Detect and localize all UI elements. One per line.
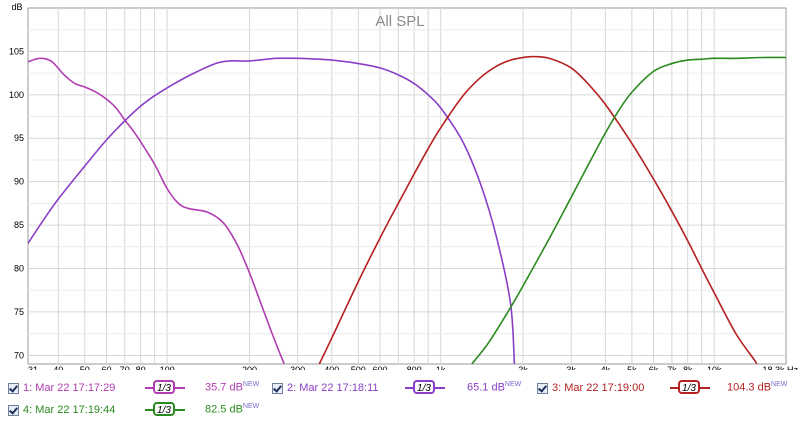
x-tick-label: 200 [242,365,257,370]
x-tick-label: 4k [601,365,611,370]
x-tick-label: 80 [136,365,146,370]
series-4-label: 4: Mar 22 17:19:44 [23,404,116,416]
series-1-value: 35.7 dBNEW [205,381,260,394]
x-tick-label: 400 [324,365,339,370]
series-1-checkbox[interactable] [8,382,19,394]
series-1-line [28,57,285,364]
x-tick-label: 1k [436,365,446,370]
series-4-smoothing-label: 1/3 [153,402,175,416]
legend-item-1[interactable]: 1: Mar 22 17:17:29 [8,378,115,398]
series-2-line [28,57,516,364]
series-3-smoothing-label: 1/3 [678,380,700,394]
y-tick-label: 85 [14,220,24,230]
x-tick-label: 300 [290,365,305,370]
series-2-label: 2: Mar 22 17:18:11 [287,382,379,394]
x-tick-label: 800 [407,365,422,370]
x-tick-label: 3k [566,365,576,370]
series-3-label: 3: Mar 22 17:19:00 [552,382,645,394]
series-2-smoothing-label: 1/3 [413,380,435,394]
legend-item-3[interactable]: 3: Mar 22 17:19:00 [537,378,644,398]
x-tick-label: 70 [120,365,130,370]
series-3-smoothing-button[interactable]: 1/3 [670,379,710,395]
legend-item-2[interactable]: 2: Mar 22 17:18:11 [272,378,379,398]
legend-panel: 1: Mar 22 17:17:29 1/3 35.7 dBNEW 2: Mar… [0,378,800,424]
x-tick-label: 40 [53,365,63,370]
x-tick-label: 2k [518,365,528,370]
series-1-label: 1: Mar 22 17:17:29 [23,382,116,394]
y-tick-label: 105 [9,46,24,56]
series-3-value: 104.3 dBNEW [727,381,788,394]
y-tick-label: 80 [14,263,24,273]
y-axis-label: dB [11,2,22,12]
x-tick-label: 60 [101,365,111,370]
series-2-smoothing-button[interactable]: 1/3 [405,379,445,395]
x-tick-label: 7k [667,365,677,370]
x-tick-label: 500 [351,365,366,370]
series-1-smoothing-label: 1/3 [153,380,175,394]
spl-chart: 31 40 50 60 70 80 100 200 300 400 500 600 800 1k 2k 3k 4… [9,2,799,370]
series-4-value: 82.5 dBNEW [205,403,260,416]
chart-title: All SPL [375,13,424,30]
y-tick-label: 70 [14,350,24,360]
series-4-smoothing-button[interactable]: 1/3 [145,401,185,417]
series-4-line [471,56,786,364]
series-2-value: 65.1 dBNEW [467,381,522,394]
series-3-line [318,55,758,364]
x-tick-label: 8k [683,365,693,370]
x-tick-label: 100 [160,365,175,370]
series-3-checkbox[interactable] [537,382,548,394]
y-tick-label: 90 [14,177,24,187]
x-tick-label: 5k [627,365,637,370]
x-tick-label: 18.3k Hz [762,365,798,370]
spl-chart-svg: 31 40 50 60 70 80 100 200 300 400 500 600 800 1k 2k 3k 4… [9,2,799,370]
x-tick-label: 31 [28,365,38,370]
x-tick-label: 600 [372,365,387,370]
series-2-checkbox[interactable] [272,382,283,394]
series-1-smoothing-button[interactable]: 1/3 [145,379,185,395]
x-tick-label: 50 [80,365,90,370]
y-tick-label: 100 [9,90,24,100]
y-tick-label: 75 [14,307,24,317]
y-tick-label: 95 [14,133,24,143]
x-tick-label: 10k [707,365,722,370]
x-tick-label: 6k [649,365,659,370]
legend-item-4[interactable]: 4: Mar 22 17:19:44 [8,400,115,420]
series-4-checkbox[interactable] [8,404,19,416]
